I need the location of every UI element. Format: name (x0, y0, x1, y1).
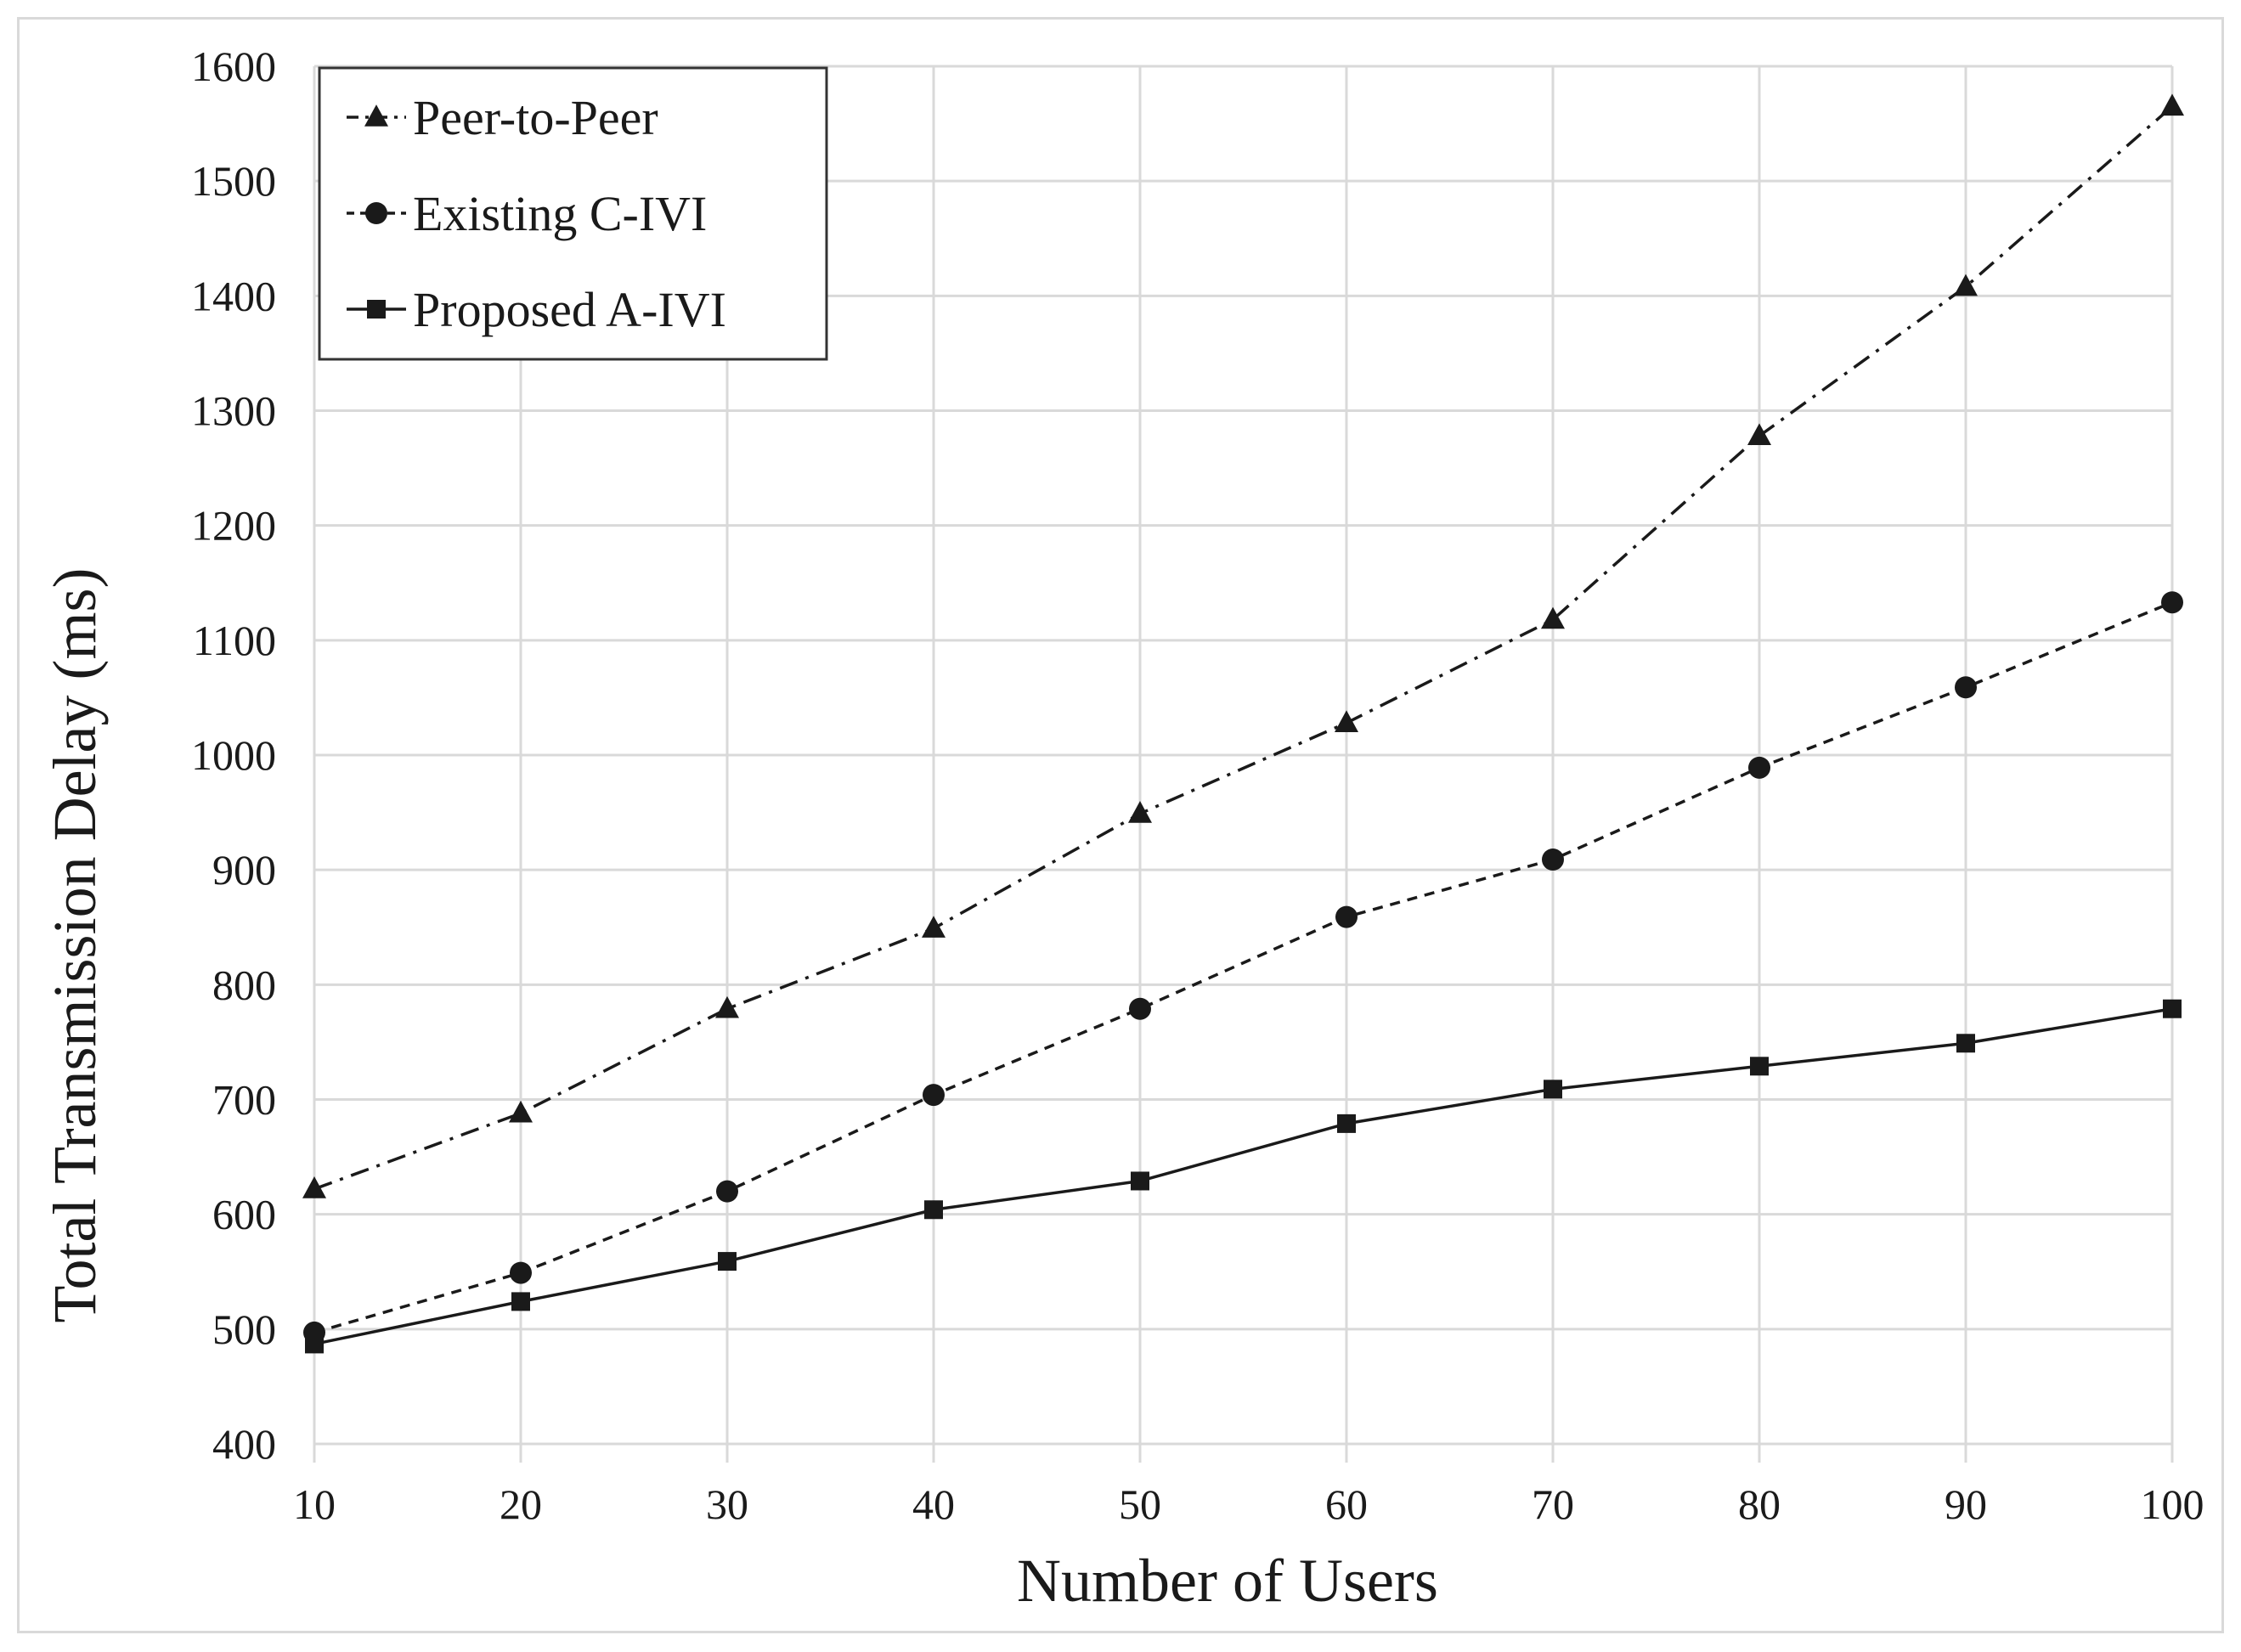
y-tick-label: 400 (212, 1420, 276, 1468)
data-point-proposed-a-ivi (2163, 999, 2182, 1018)
data-point-proposed-a-ivi (1131, 1171, 1149, 1191)
y-tick-label: 900 (212, 846, 276, 894)
data-point-peer-to-peer (922, 916, 946, 938)
y-tick-label: 1300 (191, 387, 276, 435)
square-marker-icon (367, 300, 386, 319)
data-point-peer-to-peer (302, 1176, 326, 1198)
x-tick-label: 90 (1945, 1480, 1987, 1528)
legend-item: Peer-to-Peer (347, 90, 658, 145)
legend-item: Existing C-IVI (347, 186, 707, 241)
y-tick-label: 800 (212, 961, 276, 1008)
data-point-existing-c-ivi (510, 1261, 532, 1284)
data-point-proposed-a-ivi (305, 1334, 324, 1354)
data-point-proposed-a-ivi (1956, 1034, 1975, 1053)
y-tick-label: 1000 (191, 731, 276, 779)
data-point-peer-to-peer (715, 995, 739, 1018)
data-point-peer-to-peer (1747, 423, 1771, 446)
y-axis-ticks: 400 500 600 700 800 900 1000 1100 1200 1300 1400 15… (191, 42, 276, 1468)
x-axis-title: Number of Users (1017, 1547, 1438, 1615)
legend-label: Proposed A-IVI (413, 282, 726, 337)
series-line-existing-c-ivi (313, 600, 2173, 1334)
data-point-existing-c-ivi (1129, 997, 1151, 1020)
data-point-existing-c-ivi (716, 1180, 738, 1203)
data-point-existing-c-ivi (1335, 905, 1358, 928)
y-axis-title: Total Transmission Delay (ms) (41, 568, 109, 1323)
x-tick-label: 70 (1532, 1480, 1574, 1528)
data-point-existing-c-ivi (2161, 591, 2183, 614)
series-group (302, 93, 2184, 1354)
data-point-proposed-a-ivi (1544, 1080, 1562, 1099)
y-tick-label: 1400 (191, 272, 276, 319)
series-peer-to-peer (302, 93, 2184, 1198)
legend-item: Proposed A-IVI (347, 282, 726, 337)
data-point-proposed-a-ivi (924, 1200, 943, 1220)
x-tick-label: 40 (912, 1480, 955, 1528)
data-point-existing-c-ivi (923, 1084, 945, 1107)
data-point-proposed-a-ivi (1750, 1057, 1769, 1076)
data-point-existing-c-ivi (1955, 676, 1977, 699)
data-point-peer-to-peer (2160, 93, 2184, 116)
y-tick-label: 700 (212, 1076, 276, 1124)
data-point-peer-to-peer (509, 1100, 533, 1123)
x-axis-ticks: 10 20 30 40 50 60 70 80 90 100 (293, 1480, 2204, 1528)
y-tick-label: 500 (212, 1305, 276, 1353)
x-tick-label: 100 (2141, 1480, 2204, 1528)
series-line-proposed-a-ivi (313, 1006, 2173, 1346)
y-tick-label: 1200 (191, 502, 276, 550)
y-tick-label: 1600 (191, 42, 276, 90)
data-point-proposed-a-ivi (511, 1292, 530, 1311)
x-tick-label: 20 (500, 1480, 542, 1528)
data-point-peer-to-peer (1128, 801, 1152, 823)
y-tick-label: 1100 (193, 617, 276, 664)
chart-frame (17, 17, 2224, 1633)
x-tick-label: 60 (1325, 1480, 1368, 1528)
x-tick-label: 30 (706, 1480, 748, 1528)
series-proposed-a-ivi (305, 999, 2182, 1354)
series-line-peer-to-peer (313, 104, 2174, 1191)
data-point-existing-c-ivi (1748, 756, 1770, 779)
triangle-marker-icon (364, 104, 388, 127)
data-point-peer-to-peer (1335, 710, 1358, 732)
data-point-peer-to-peer (1954, 273, 1978, 296)
x-tick-label: 80 (1738, 1480, 1781, 1528)
y-tick-label: 600 (212, 1191, 276, 1238)
legend-label: Peer-to-Peer (413, 90, 658, 145)
data-point-existing-c-ivi (1542, 849, 1564, 871)
y-tick-label: 1500 (191, 157, 276, 205)
data-point-proposed-a-ivi (718, 1252, 737, 1271)
series-existing-c-ivi (303, 591, 2183, 1344)
circle-marker-icon (365, 202, 387, 224)
legend: Peer-to-Peer Existing C-IVI Proposed A-IVI (318, 66, 828, 361)
x-tick-label: 50 (1119, 1480, 1161, 1528)
data-point-proposed-a-ivi (1337, 1114, 1356, 1133)
data-point-peer-to-peer (1541, 606, 1565, 629)
legend-label: Existing C-IVI (413, 186, 707, 241)
x-tick-label: 10 (293, 1480, 336, 1528)
